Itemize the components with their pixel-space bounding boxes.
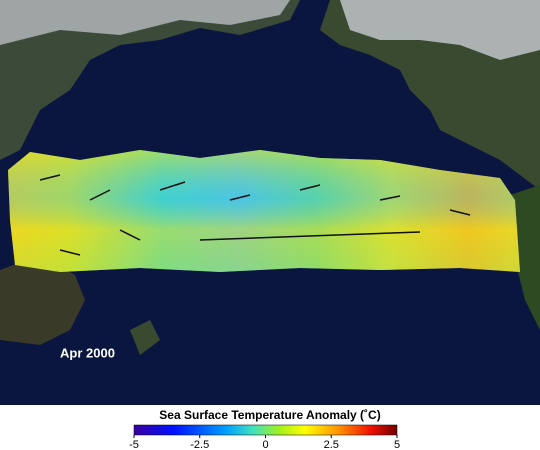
map: Apr 2000 — [0, 0, 540, 405]
tick-label: -5 — [129, 439, 139, 450]
snow-north-america — [340, 0, 540, 60]
snow-asia — [0, 0, 290, 45]
colorbar-scale — [133, 424, 398, 436]
land-australia — [0, 255, 85, 345]
tick-label: 2.5 — [324, 439, 339, 450]
anomaly-shading — [8, 150, 520, 272]
land-asia — [0, 0, 300, 160]
wind-vectors — [39, 174, 471, 256]
land-new-zealand — [130, 320, 160, 355]
tick-label: 0 — [262, 439, 268, 450]
colorbar: Sea Surface Temperature Anomaly (˚C) -5 -… — [129, 408, 400, 450]
land-south-america — [510, 185, 540, 330]
colorbar-title: Sea Surface Temperature Anomaly (˚C) — [159, 408, 380, 422]
date-label: Apr 2000 — [60, 345, 115, 360]
tick-label: -2.5 — [190, 439, 209, 450]
tick-label: 5 — [394, 439, 400, 450]
